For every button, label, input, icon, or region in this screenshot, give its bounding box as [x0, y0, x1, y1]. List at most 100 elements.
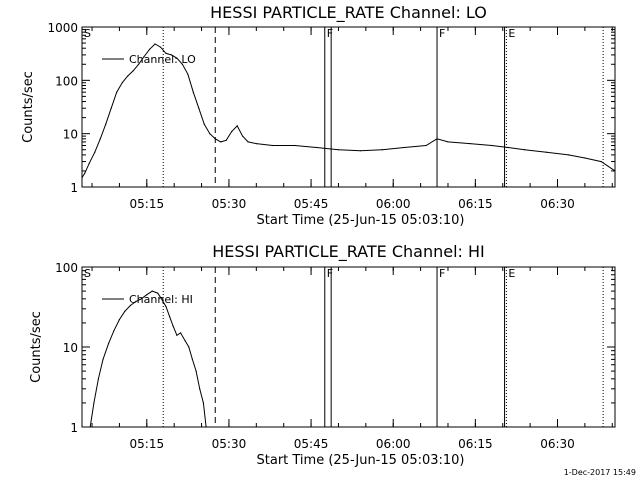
x-tick-label: 05:45	[294, 197, 329, 211]
data-point	[491, 144, 493, 147]
data-point	[89, 426, 91, 428]
data-point	[159, 46, 162, 48]
event-marker-label: F	[327, 27, 333, 40]
data-point	[203, 123, 205, 125]
data-point	[192, 91, 194, 93]
data-point	[584, 157, 586, 159]
data-point	[176, 334, 178, 336]
event-marker-label: S	[84, 27, 91, 40]
y-tick-label: 1	[70, 421, 78, 435]
x-tick-label: 06:30	[540, 437, 575, 451]
data-point	[181, 63, 183, 65]
x-tick-label: 06:00	[376, 437, 411, 451]
data-point	[205, 426, 207, 428]
data-point	[84, 172, 86, 174]
data-point	[209, 133, 211, 135]
data-point	[138, 63, 140, 65]
y-axis-label: Counts/sec	[21, 71, 36, 143]
event-marker-label: F	[439, 267, 445, 280]
chart-title: HESSI PARTICLE_RATE Channel: HI	[212, 242, 485, 262]
timestamp: 1-Dec-2017 15:49	[564, 468, 636, 477]
chart-panel-1: HESSI PARTICLE_RATE Channel: LO 05:15 05:3…	[21, 3, 616, 228]
x-tick-label: 05:45	[294, 437, 329, 451]
y-tick-label: 1000	[47, 21, 78, 35]
x-tick-label: 05:30	[212, 197, 247, 211]
data-point	[225, 139, 227, 141]
data-point	[176, 57, 178, 59]
data-point	[184, 340, 186, 342]
data-point	[231, 130, 233, 133]
data-point	[151, 290, 153, 292]
legend-label: Channel: LO	[129, 53, 196, 66]
event-marker-label: F	[327, 267, 333, 280]
data-point	[124, 310, 126, 312]
data-point	[294, 144, 296, 147]
chart-title: HESSI PARTICLE_RATE Channel: LO	[210, 3, 487, 23]
data-point	[195, 370, 197, 372]
data-point	[469, 143, 471, 145]
event-marker-label: E	[508, 267, 515, 280]
x-axis-label: Start Time (25-Jun-15 05:03:10)	[257, 453, 465, 468]
data-point	[425, 144, 427, 147]
y-axis-label: Counts/sec	[29, 311, 44, 383]
data-point	[154, 43, 156, 45]
data-point	[255, 143, 257, 145]
x-tick-label: 05:15	[130, 197, 165, 211]
data-point	[220, 141, 222, 143]
chart-panel-2: HESSI PARTICLE_RATE Channel: HI 05:15 05:3…	[29, 242, 616, 468]
data-point	[160, 298, 162, 300]
data-point	[148, 48, 151, 51]
x-tick-label: 05:30	[212, 437, 247, 451]
data-point	[316, 146, 318, 149]
y-tick-label: 1	[70, 181, 78, 195]
data-point	[169, 316, 171, 318]
data-point	[242, 135, 244, 137]
data-point	[567, 154, 570, 156]
data-point	[436, 138, 438, 140]
data-point	[146, 294, 148, 296]
data-point	[403, 146, 405, 149]
data-point	[143, 55, 145, 58]
data-point	[88, 162, 90, 164]
data-point	[337, 149, 340, 151]
data-point	[198, 107, 200, 109]
data-point	[135, 300, 137, 303]
x-axis-label: Start Time (25-Jun-15 05:03:10)	[257, 213, 465, 228]
data-point	[214, 138, 216, 140]
x-tick-label: 06:30	[540, 197, 575, 211]
data-point	[129, 304, 131, 307]
data-point	[121, 82, 123, 84]
data-point	[447, 141, 449, 143]
data-point	[165, 306, 167, 308]
series-line	[81, 43, 616, 178]
data-point	[272, 144, 274, 147]
event-marker-label: E	[508, 27, 515, 40]
data-point	[127, 75, 129, 77]
data-point	[102, 358, 104, 360]
y-tick-label: 100	[55, 261, 78, 275]
data-point	[381, 149, 383, 151]
x-tick-label: 06:00	[376, 197, 411, 211]
data-point	[93, 402, 95, 404]
y-tick-label: 10	[63, 341, 78, 355]
data-point	[140, 298, 142, 300]
data-point	[191, 358, 193, 360]
x-tick-label: 06:15	[458, 197, 493, 211]
data-point	[110, 107, 112, 109]
data-point	[180, 332, 182, 334]
data-point	[107, 343, 110, 345]
data-point	[113, 330, 115, 332]
data-point	[170, 54, 172, 56]
data-point	[199, 388, 201, 390]
data-point	[81, 177, 83, 179]
data-point	[99, 138, 101, 140]
data-point	[132, 70, 134, 72]
data-point	[524, 149, 526, 151]
y-tick-label: 10	[63, 128, 78, 142]
data-point	[118, 319, 120, 321]
data-point	[614, 170, 616, 172]
data-point	[97, 378, 99, 380]
data-point	[359, 150, 361, 152]
event-marker-label: S	[84, 267, 91, 280]
data-point	[165, 52, 167, 55]
